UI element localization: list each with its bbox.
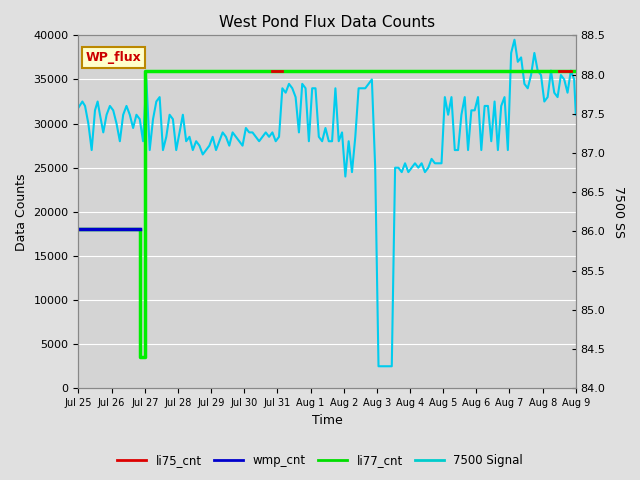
Y-axis label: Data Counts: Data Counts bbox=[15, 173, 28, 251]
Text: WP_flux: WP_flux bbox=[86, 51, 141, 64]
Y-axis label: 7500 SS: 7500 SS bbox=[612, 186, 625, 238]
Title: West Pond Flux Data Counts: West Pond Flux Data Counts bbox=[219, 15, 435, 30]
X-axis label: Time: Time bbox=[312, 414, 342, 427]
Legend: li75_cnt, wmp_cnt, li77_cnt, 7500 Signal: li75_cnt, wmp_cnt, li77_cnt, 7500 Signal bbox=[112, 449, 528, 472]
